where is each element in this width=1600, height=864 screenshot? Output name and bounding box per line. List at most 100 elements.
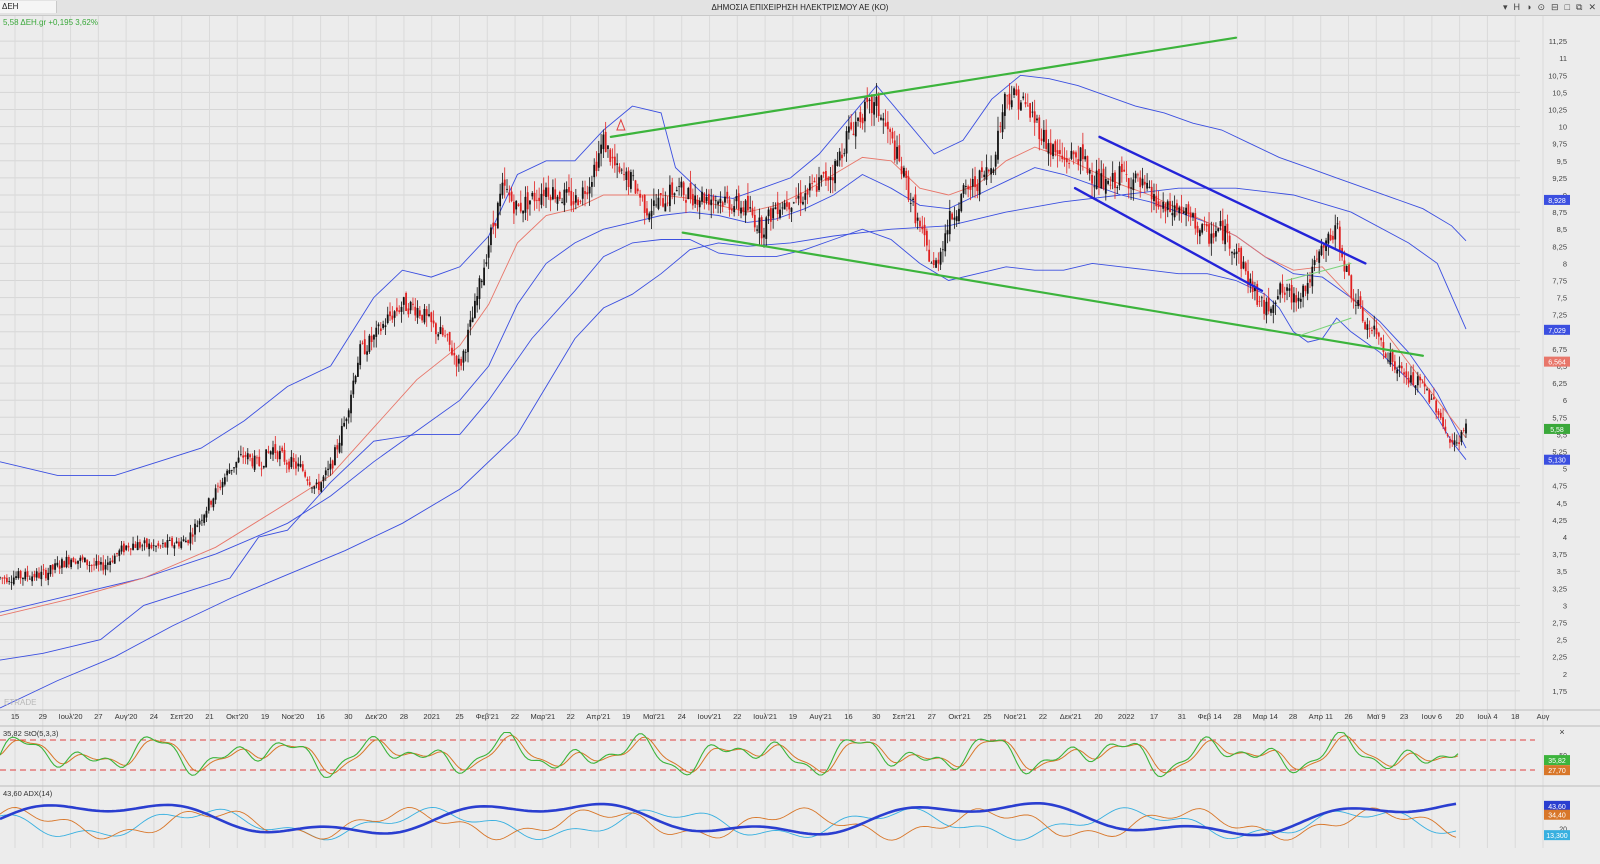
candle-body <box>815 185 818 192</box>
candle-body <box>1359 296 1362 306</box>
candle-body <box>120 545 123 552</box>
trendline[interactable] <box>1285 262 1352 281</box>
candle-body <box>1059 150 1061 154</box>
candle-body <box>361 342 364 344</box>
candle-body <box>74 561 77 564</box>
candle-body <box>395 307 398 312</box>
candle-body <box>861 117 864 124</box>
trendline[interactable] <box>1300 317 1352 336</box>
candle-body <box>28 578 31 580</box>
last-price-label: 5,58 <box>1550 427 1564 434</box>
trendline[interactable] <box>681 231 1424 357</box>
x-tick-label: Μαϊ 9 <box>1367 712 1386 721</box>
candle-body <box>999 125 1002 127</box>
candle-body <box>928 249 931 262</box>
adx-value-label-bg <box>1544 800 1570 811</box>
candle-body <box>694 195 697 204</box>
trendline[interactable] <box>1098 135 1367 265</box>
maximize-icon[interactable]: □ <box>1564 2 1571 12</box>
candle-body <box>909 203 912 205</box>
candle-body <box>630 172 632 189</box>
candle-body <box>737 193 740 210</box>
candle-body <box>1336 223 1339 225</box>
candle-body <box>838 151 841 161</box>
y-tick-label: 6,75 <box>1552 345 1567 354</box>
candle-body <box>749 207 752 209</box>
candle-body <box>157 543 160 546</box>
candle-body <box>324 470 327 476</box>
candle-body <box>359 344 362 366</box>
candle-body <box>946 230 949 235</box>
candle-body <box>49 565 52 575</box>
candle-body <box>33 573 36 578</box>
candle-body <box>1212 233 1215 238</box>
theme-icon[interactable]: ◑ <box>1526 2 1532 12</box>
candle-body <box>806 189 809 195</box>
x-tick-label: 24 <box>150 712 158 721</box>
candle-body <box>54 563 56 570</box>
x-tick-label: 30 <box>872 712 880 721</box>
h-button[interactable]: H <box>1513 2 1521 12</box>
candle-body <box>763 234 765 238</box>
candle-body <box>1302 285 1305 298</box>
candle-body <box>533 192 536 202</box>
candle-body <box>432 320 435 324</box>
candle-body <box>1274 302 1277 305</box>
candle-body <box>1148 186 1151 188</box>
candle-body <box>1049 142 1052 155</box>
close-icon[interactable]: ✕ <box>1588 2 1596 12</box>
candle-body <box>1279 283 1282 295</box>
candle-body <box>740 207 742 214</box>
candle-body <box>1111 173 1114 182</box>
candle-body <box>808 183 811 191</box>
link-icon[interactable]: ⊙ <box>1537 2 1546 12</box>
alert-marker-icon[interactable] <box>616 118 626 131</box>
minimize-icon[interactable]: ⊟ <box>1551 2 1559 12</box>
trendline[interactable] <box>609 36 1238 138</box>
candle-body <box>1332 235 1334 240</box>
y-tick-label: 2,25 <box>1552 653 1567 662</box>
candle-body <box>960 193 963 212</box>
candle-body <box>1322 244 1325 248</box>
x-tick-label: 30 <box>344 712 352 721</box>
candle-body <box>1157 201 1160 208</box>
candle-body <box>462 350 465 363</box>
candle-body <box>591 182 593 187</box>
symbol-field[interactable]: ΔΕΗ <box>0 1 57 13</box>
candle-body <box>412 303 414 305</box>
candle-body <box>141 545 144 547</box>
restore-icon[interactable]: ⧉ <box>1576 2 1583 12</box>
dropdown-icon[interactable]: ▾ <box>1503 2 1508 12</box>
candle-body <box>1256 283 1259 305</box>
candle-body <box>1118 166 1121 186</box>
candle-body <box>1451 440 1454 443</box>
candle-body <box>1368 328 1371 329</box>
candle-body <box>673 193 676 196</box>
candle-body <box>118 550 121 556</box>
x-tick-label: 28 <box>1289 712 1297 721</box>
candle-body <box>1258 300 1261 302</box>
chart-area[interactable]: 11,251110,7510,510,25109,759,59,2598,758… <box>0 16 1600 864</box>
candle-body <box>104 564 107 570</box>
x-tick-label: 21 <box>205 712 213 721</box>
candle-body <box>1003 93 1006 116</box>
candle-body <box>974 176 976 188</box>
candle-body <box>203 514 206 523</box>
candle-body <box>884 122 887 127</box>
candle-body <box>935 260 937 268</box>
trendline[interactable] <box>1073 186 1264 292</box>
candle-body <box>400 306 403 312</box>
x-tick-label: 25 <box>983 712 991 721</box>
candle-body <box>1141 178 1144 186</box>
candle-body <box>728 199 731 210</box>
candle-body <box>256 457 258 459</box>
candle-body <box>937 259 940 264</box>
candle-body <box>923 224 926 236</box>
candle-body <box>967 186 970 190</box>
indicator-line <box>0 228 1467 661</box>
candle-body <box>31 576 34 582</box>
trendlines[interactable] <box>609 36 1424 357</box>
y-tick-label: 10,75 <box>1548 71 1567 80</box>
x-tick-label: 29 <box>39 712 47 721</box>
candle-body <box>607 145 609 149</box>
